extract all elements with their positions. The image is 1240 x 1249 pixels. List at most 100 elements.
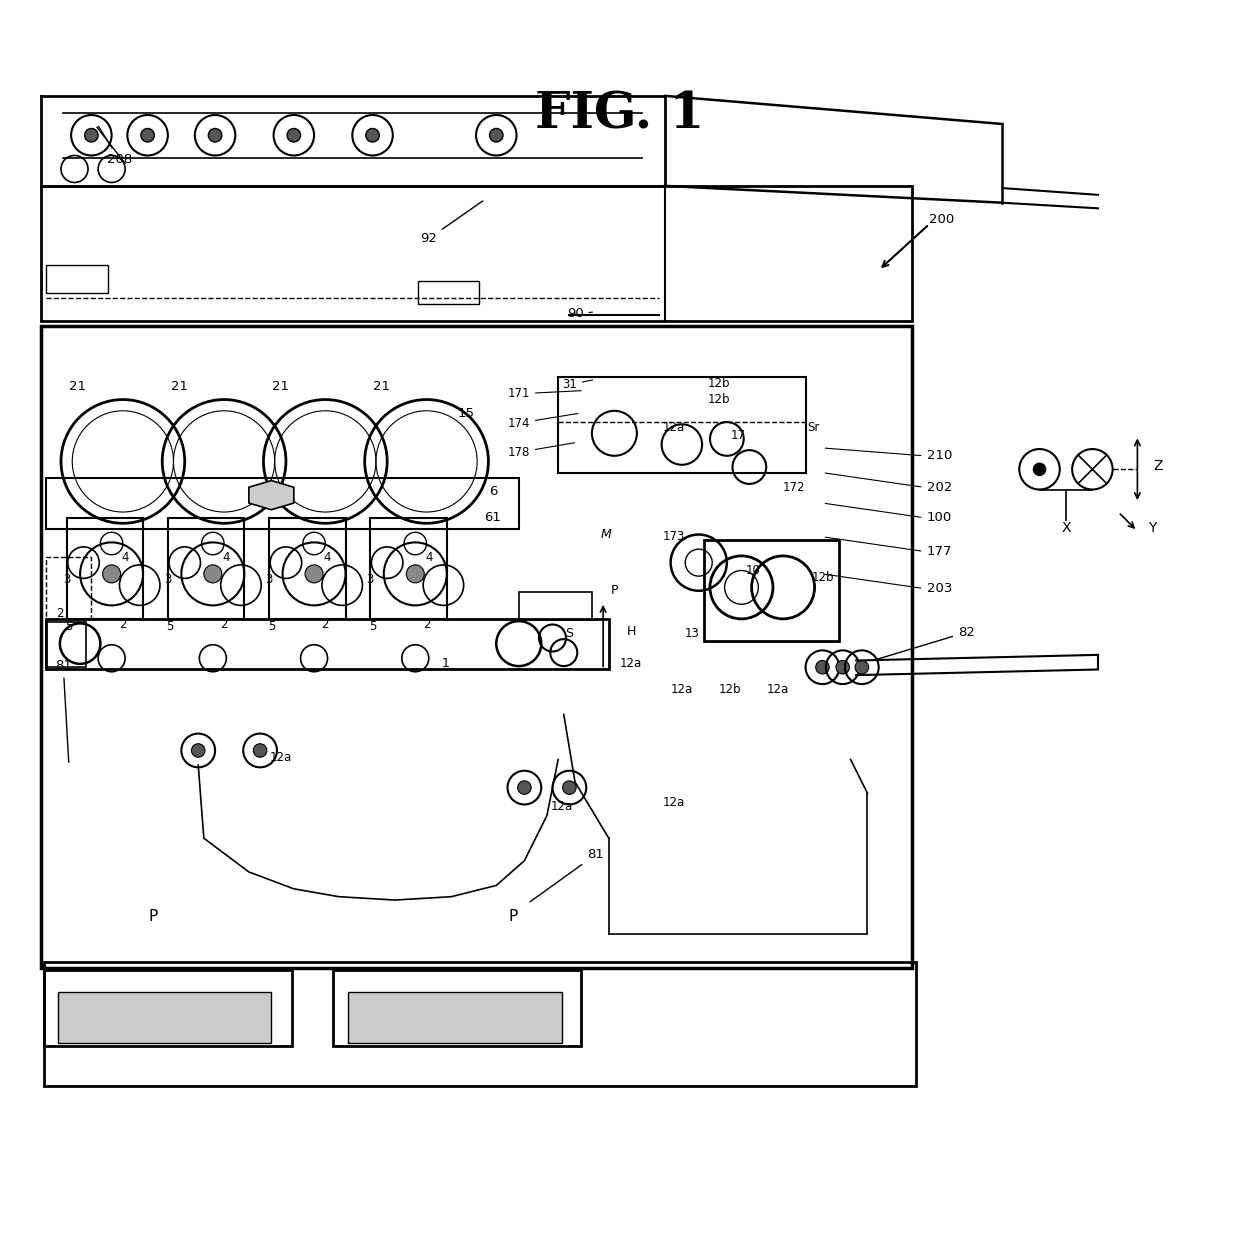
Text: 3: 3 <box>367 573 374 586</box>
Text: 12b: 12b <box>708 377 730 390</box>
Text: 12a: 12a <box>766 683 789 696</box>
Text: 177: 177 <box>928 545 952 558</box>
Text: 82: 82 <box>875 626 975 659</box>
Text: 4: 4 <box>122 551 129 563</box>
Bar <box>167 517 244 618</box>
Text: 3: 3 <box>265 573 273 586</box>
Text: 1: 1 <box>441 657 450 671</box>
Text: 171: 171 <box>507 387 582 400</box>
Bar <box>347 992 562 1043</box>
Bar <box>704 540 839 642</box>
Bar <box>46 618 609 669</box>
Text: 202: 202 <box>928 481 952 493</box>
Text: 90: 90 <box>567 307 593 321</box>
Text: 17: 17 <box>730 430 745 442</box>
Text: 173: 173 <box>663 531 686 543</box>
Text: FIG. 1: FIG. 1 <box>536 90 704 139</box>
Bar <box>45 969 291 1047</box>
Text: H: H <box>626 624 636 638</box>
Text: 31: 31 <box>562 378 593 391</box>
Circle shape <box>816 661 830 674</box>
Text: 208: 208 <box>98 126 133 166</box>
Circle shape <box>856 661 868 674</box>
Bar <box>45 962 916 1085</box>
Text: 12a: 12a <box>663 796 686 808</box>
Text: 61: 61 <box>485 511 501 525</box>
Text: 2: 2 <box>119 618 126 631</box>
Text: 178: 178 <box>507 442 574 458</box>
Bar <box>46 265 108 292</box>
Bar <box>46 622 86 667</box>
Text: M: M <box>601 528 611 541</box>
Text: S: S <box>565 627 573 639</box>
Text: 174: 174 <box>507 413 578 430</box>
Text: 12a: 12a <box>671 683 693 696</box>
Text: 12b: 12b <box>811 571 833 583</box>
Text: 4: 4 <box>324 551 331 563</box>
Text: P: P <box>508 909 518 924</box>
Text: 13: 13 <box>684 627 699 639</box>
Text: 4: 4 <box>425 551 433 563</box>
Text: 92: 92 <box>420 201 482 245</box>
Circle shape <box>1033 463 1045 476</box>
Text: 12a: 12a <box>269 751 291 763</box>
Bar <box>67 517 143 618</box>
Text: P: P <box>610 585 618 597</box>
Bar <box>371 517 446 618</box>
Circle shape <box>490 129 503 142</box>
Bar <box>558 377 806 472</box>
Text: 5: 5 <box>368 621 376 633</box>
Circle shape <box>203 565 222 583</box>
Circle shape <box>141 129 154 142</box>
Text: 100: 100 <box>928 511 952 525</box>
Circle shape <box>366 129 379 142</box>
Text: 12b: 12b <box>719 683 742 696</box>
Bar <box>57 992 272 1043</box>
Text: 3: 3 <box>164 573 171 586</box>
Bar <box>41 186 913 321</box>
Text: 6: 6 <box>489 486 497 498</box>
Text: 81: 81 <box>529 848 604 902</box>
Circle shape <box>517 781 531 794</box>
Bar <box>334 969 580 1047</box>
Text: 15: 15 <box>458 406 475 420</box>
Text: 203: 203 <box>928 582 952 595</box>
Bar <box>46 478 518 528</box>
Bar <box>46 557 92 618</box>
Circle shape <box>305 565 324 583</box>
Text: P: P <box>149 909 157 924</box>
Circle shape <box>407 565 424 583</box>
Text: 210: 210 <box>928 450 952 462</box>
Text: 4: 4 <box>223 551 231 563</box>
Text: 12a: 12a <box>663 421 686 435</box>
Text: Sr: Sr <box>807 421 820 435</box>
Text: 2: 2 <box>56 607 63 620</box>
Text: 10: 10 <box>745 565 760 577</box>
Text: 12b: 12b <box>708 393 730 406</box>
Text: 21: 21 <box>373 380 391 392</box>
Text: 200: 200 <box>929 214 955 226</box>
Circle shape <box>103 565 120 583</box>
Text: 3: 3 <box>63 573 71 586</box>
Circle shape <box>191 743 205 757</box>
Circle shape <box>836 661 849 674</box>
Polygon shape <box>249 481 294 510</box>
Circle shape <box>563 781 577 794</box>
Text: 21: 21 <box>69 380 87 392</box>
Text: 21: 21 <box>272 380 289 392</box>
Text: 12a: 12a <box>551 801 573 813</box>
Text: 12a: 12a <box>620 657 642 671</box>
Circle shape <box>288 129 300 142</box>
Text: 2: 2 <box>221 618 228 631</box>
Bar <box>41 326 913 968</box>
Bar <box>269 517 346 618</box>
Text: Z: Z <box>1153 458 1162 473</box>
Text: X: X <box>1061 521 1070 535</box>
Text: 5: 5 <box>66 621 73 633</box>
Text: 2: 2 <box>321 618 329 631</box>
Circle shape <box>84 129 98 142</box>
Text: 5: 5 <box>166 621 174 633</box>
Text: Y: Y <box>1148 521 1156 535</box>
Bar <box>418 281 480 304</box>
Circle shape <box>253 743 267 757</box>
